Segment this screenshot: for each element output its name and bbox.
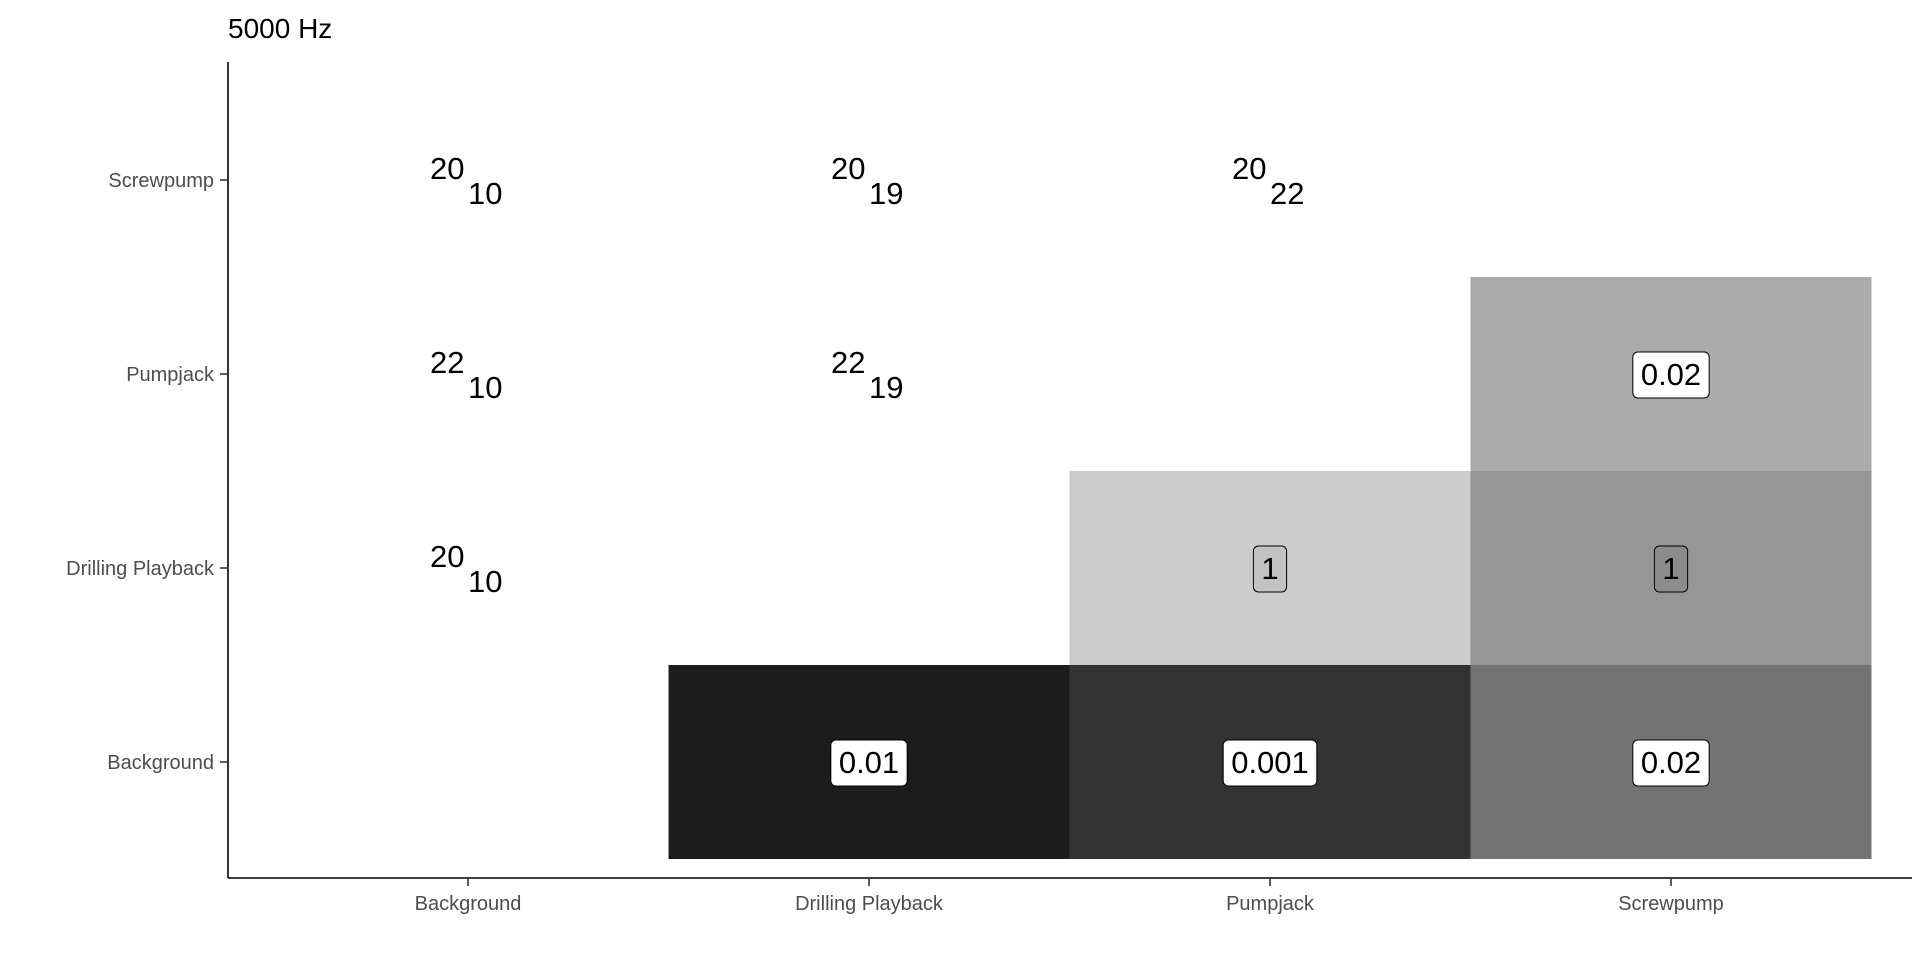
y-tick-label-pumpjack: Pumpjack — [126, 364, 215, 386]
count-sub-value: 19 — [869, 370, 903, 405]
cell-label-group: 1 — [1653, 545, 1689, 593]
cell-label-group: 0.001 — [1222, 739, 1318, 787]
cell-label-group: 1 — [1252, 545, 1288, 593]
count-sub-value: 10 — [468, 370, 502, 405]
cell-label-box — [1653, 545, 1689, 593]
count-main-value: 22 — [430, 345, 464, 380]
count-main-value: 20 — [430, 539, 464, 574]
count-sub-value: 10 — [468, 564, 502, 599]
cell-value-label: 1 — [1662, 551, 1679, 586]
count-main-value: 22 — [831, 345, 865, 380]
count-main-value: 20 — [831, 151, 865, 186]
ticks-layer: Background Drilling Playback Pumpjack Screw… — [66, 170, 1724, 915]
x-tick-label-background: Background — [415, 893, 522, 915]
labels-layer: 0.01 0.001 0.021 10.02201022102219201020192… — [430, 151, 1710, 787]
chart-title: 5000 Hz — [228, 13, 332, 44]
cell-value-label: 0.02 — [1641, 745, 1701, 780]
cell-label-box — [1252, 545, 1288, 593]
cell-label-box — [830, 739, 908, 787]
count-sub-value: 10 — [468, 176, 502, 211]
y-tick-label-drilling-playback: Drilling Playback — [66, 558, 215, 580]
cell-value-label: 0.001 — [1231, 745, 1309, 780]
x-tick-label-screwpump: Screwpump — [1618, 893, 1724, 915]
count-sub-value: 19 — [869, 176, 903, 211]
y-tick-label-background: Background — [107, 752, 214, 774]
cell-label-box — [1632, 351, 1710, 399]
y-tick-label-screwpump: Screwpump — [108, 170, 214, 192]
count-main-value: 20 — [430, 151, 464, 186]
cell-value-label: 0.02 — [1641, 357, 1701, 392]
x-tick-label-drilling-playback: Drilling Playback — [795, 893, 944, 915]
x-tick-label-pumpjack: Pumpjack — [1226, 893, 1315, 915]
cell-label-group: 0.02 — [1632, 739, 1710, 787]
cell-value-label: 1 — [1261, 551, 1278, 586]
cell-label-box — [1222, 739, 1318, 787]
count-main-value: 20 — [1232, 151, 1266, 186]
cell-label-box — [1632, 739, 1710, 787]
cell-value-label: 0.01 — [839, 745, 899, 780]
cell-label-group: 0.01 — [830, 739, 908, 787]
axes-layer — [227, 62, 1912, 879]
cell-label-group: 0.02 — [1632, 351, 1710, 399]
count-sub-value: 22 — [1270, 176, 1304, 211]
